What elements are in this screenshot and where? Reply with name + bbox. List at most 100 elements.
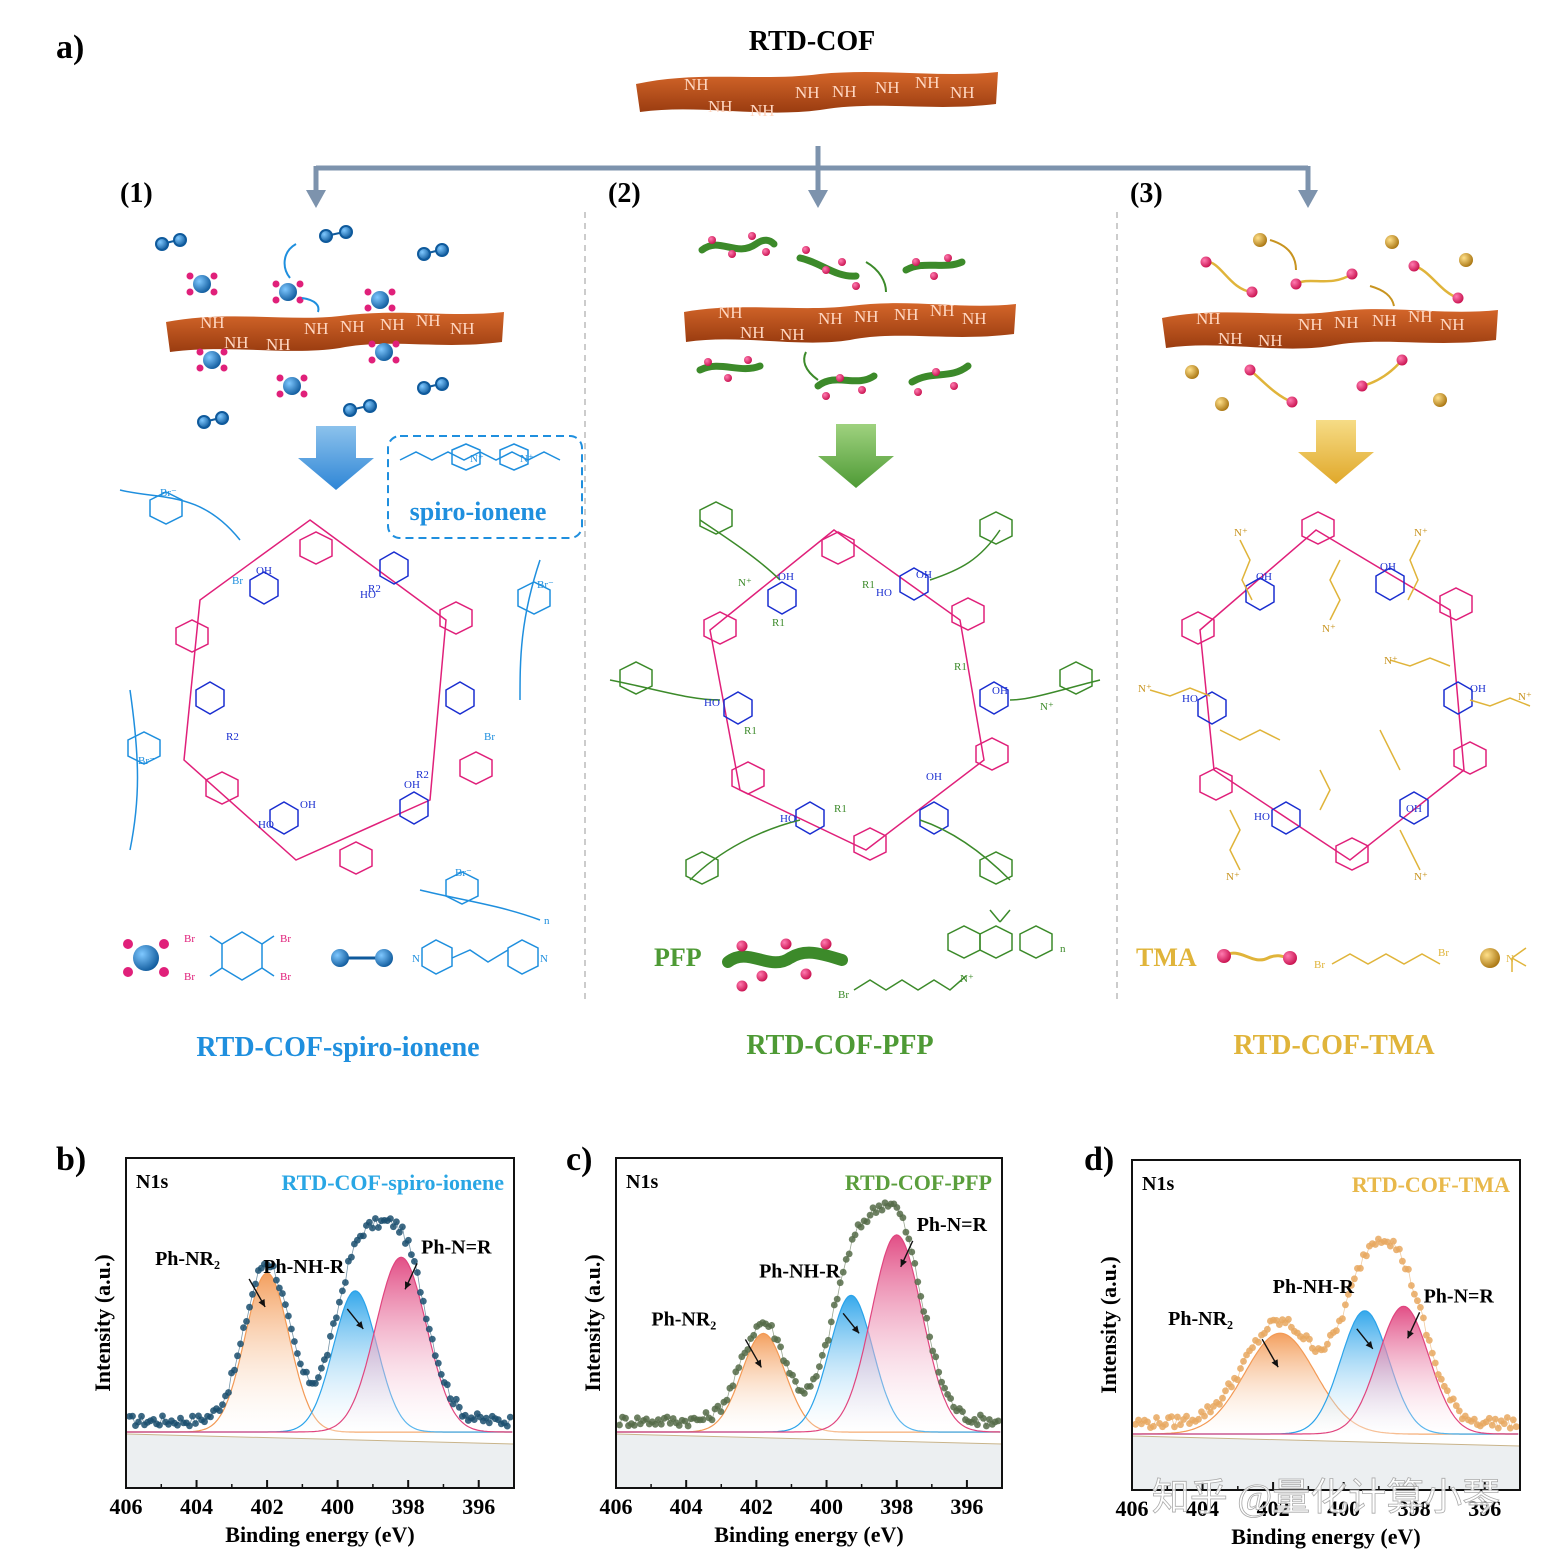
data-point	[225, 1389, 232, 1396]
data-point	[135, 1418, 142, 1426]
nh-label: NH	[894, 305, 919, 324]
data-point	[470, 1416, 478, 1423]
data-point	[1321, 1346, 1328, 1353]
data-point	[699, 1416, 707, 1424]
data-point	[723, 1396, 731, 1404]
data-point	[908, 1248, 916, 1256]
data-point	[813, 1373, 820, 1380]
data-point	[366, 1218, 373, 1226]
chem-label: N⁺	[960, 973, 974, 985]
data-point	[1414, 1297, 1421, 1305]
data-point	[411, 1258, 418, 1265]
data-point	[926, 1333, 934, 1341]
data-point	[1222, 1387, 1229, 1395]
data-point	[1417, 1304, 1424, 1311]
data-point	[983, 1422, 990, 1430]
data-point	[279, 1290, 286, 1297]
data-point	[297, 1360, 304, 1368]
data-point	[1345, 1291, 1352, 1298]
data-point	[336, 1298, 343, 1306]
data-point	[941, 1384, 948, 1392]
data-point	[917, 1293, 925, 1300]
data-point	[201, 1418, 208, 1426]
chem-label: R2	[226, 731, 239, 743]
peak-label: Ph-NR₂	[1168, 1308, 1233, 1330]
nh-label: NH	[1408, 307, 1433, 326]
data-point	[1455, 1407, 1463, 1415]
data-point	[980, 1415, 987, 1422]
data-point	[1494, 1424, 1502, 1432]
data-point	[1408, 1282, 1415, 1289]
data-point	[714, 1402, 722, 1410]
plot-frame	[1131, 1159, 1521, 1491]
curved-arrow	[803, 351, 819, 381]
nh-label: NH	[795, 83, 820, 102]
data-point	[899, 1214, 907, 1222]
data-point	[1431, 1359, 1439, 1367]
data-point	[1470, 1415, 1478, 1423]
peak-fill	[126, 1290, 513, 1432]
data-point	[830, 1301, 838, 1309]
data-point	[437, 1371, 445, 1378]
y-axis-label: Intensity (a.u.)	[1096, 1256, 1121, 1394]
data-point	[923, 1314, 931, 1322]
data-point	[270, 1262, 277, 1270]
legend-pfp-label: PFP	[654, 943, 702, 972]
data-point	[503, 1422, 511, 1430]
nh-label: NH	[962, 309, 987, 328]
data-point	[1237, 1365, 1244, 1372]
x-tick-label: 400	[321, 1494, 354, 1519]
data-point	[369, 1224, 376, 1232]
chem-label: OH	[404, 779, 420, 791]
xps-panels: b) 406 404 402 400 398 396 Binding energy (eV) I…	[56, 1141, 1521, 1549]
chart-title: RTD-COF-PFP	[845, 1170, 992, 1195]
x-tick-label: 402	[740, 1494, 773, 1519]
chem-label: Br	[184, 933, 195, 945]
chem-label: R1	[744, 725, 757, 737]
data-point	[425, 1325, 433, 1333]
panel-a: a) RTD-COF NH NH NH NH NH NH NH NH (1) (…	[56, 26, 1532, 1063]
dumbbell-linkers	[155, 225, 449, 429]
chem-label: R1	[862, 579, 875, 591]
chem-label: Br⁻	[160, 487, 177, 499]
data-point	[303, 1368, 310, 1376]
peak-fill	[126, 1257, 513, 1432]
peak-label: Ph-N=R	[1424, 1285, 1495, 1307]
data-point	[1324, 1340, 1331, 1348]
peak-curve	[1132, 1305, 1519, 1435]
nh-label: NH	[718, 303, 743, 322]
data-point	[333, 1314, 340, 1322]
data-point	[801, 1390, 808, 1397]
data-point	[294, 1350, 301, 1357]
watermark: 知乎 @量化计算小琴	[1152, 1477, 1501, 1519]
data-point	[902, 1228, 910, 1236]
chem-label: N⁺	[1384, 655, 1398, 667]
data-point	[1150, 1422, 1157, 1430]
spiro-ionene-box: N⁺ N⁺ spiro-ionene	[387, 435, 583, 539]
data-point	[878, 1206, 886, 1214]
data-point	[1420, 1314, 1427, 1322]
peak-label-arrowhead	[851, 1325, 860, 1334]
panel-letter: d)	[1084, 1141, 1114, 1178]
chem-label: N⁺	[738, 577, 752, 589]
chem-label: n	[1060, 943, 1066, 955]
tma-balls	[1185, 233, 1473, 411]
data-point	[396, 1228, 403, 1236]
top-cof-title: RTD-COF	[749, 26, 876, 57]
data-point	[288, 1325, 295, 1333]
data-point	[342, 1279, 349, 1286]
curved-arrow	[1369, 285, 1395, 307]
data-point	[186, 1422, 193, 1430]
nh-label: NH	[1334, 313, 1359, 332]
background-line	[125, 1433, 515, 1445]
chem-label: R2	[368, 583, 381, 595]
data-point	[717, 1408, 725, 1415]
data-point	[857, 1223, 865, 1231]
data-point	[947, 1395, 954, 1402]
data-point	[192, 1420, 199, 1427]
x-tick-label: 406	[110, 1494, 143, 1519]
data-point	[174, 1421, 181, 1429]
legend-row-1: Br Br Br Br N N	[123, 931, 548, 983]
data-point	[836, 1279, 844, 1287]
